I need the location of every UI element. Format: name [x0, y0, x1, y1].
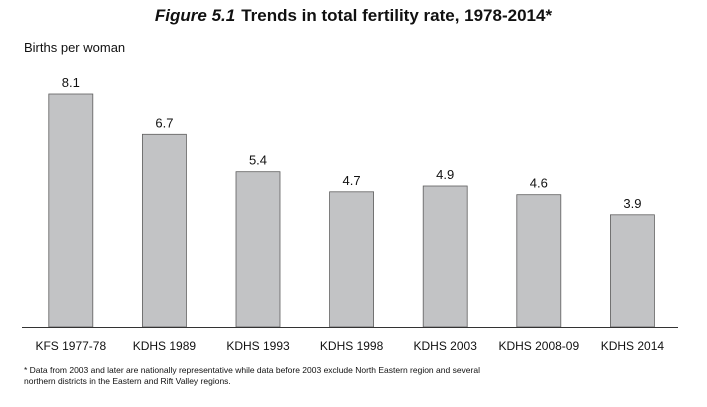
footnote: * Data from 2003 and later are nationall… [24, 365, 480, 386]
figure-caption: Trends in total fertility rate, 1978-201… [241, 6, 553, 25]
x-tick-label: KDHS 2003 [414, 339, 478, 353]
data-label: 5.4 [249, 153, 267, 168]
x-tick-label: KDHS 1998 [320, 339, 384, 353]
y-axis-label: Births per woman [24, 40, 126, 55]
bar [141, 133, 187, 328]
figure-number: Figure 5.1 [154, 6, 236, 25]
x-tick-label: KDHS 2014 [601, 339, 665, 353]
bar [48, 93, 94, 328]
bar [235, 171, 281, 328]
chart-title: Figure 5.1 Trends in total fertility rate… [0, 6, 707, 26]
bar [610, 214, 655, 328]
data-label: 6.7 [155, 115, 173, 130]
x-tick-label: KFS 1977-78 [35, 339, 106, 353]
x-tick-label: KDHS 1989 [133, 339, 197, 353]
data-label: 4.6 [530, 176, 548, 191]
bar [516, 194, 562, 328]
data-label: 3.9 [623, 196, 641, 211]
bar [329, 191, 375, 328]
x-tick-label: KDHS 2008-09 [498, 339, 579, 353]
x-tick-label: KDHS 1993 [226, 339, 290, 353]
data-label: 4.7 [343, 173, 361, 188]
bar [422, 185, 468, 328]
data-label: 8.1 [62, 75, 80, 90]
data-label: 4.9 [436, 167, 454, 182]
